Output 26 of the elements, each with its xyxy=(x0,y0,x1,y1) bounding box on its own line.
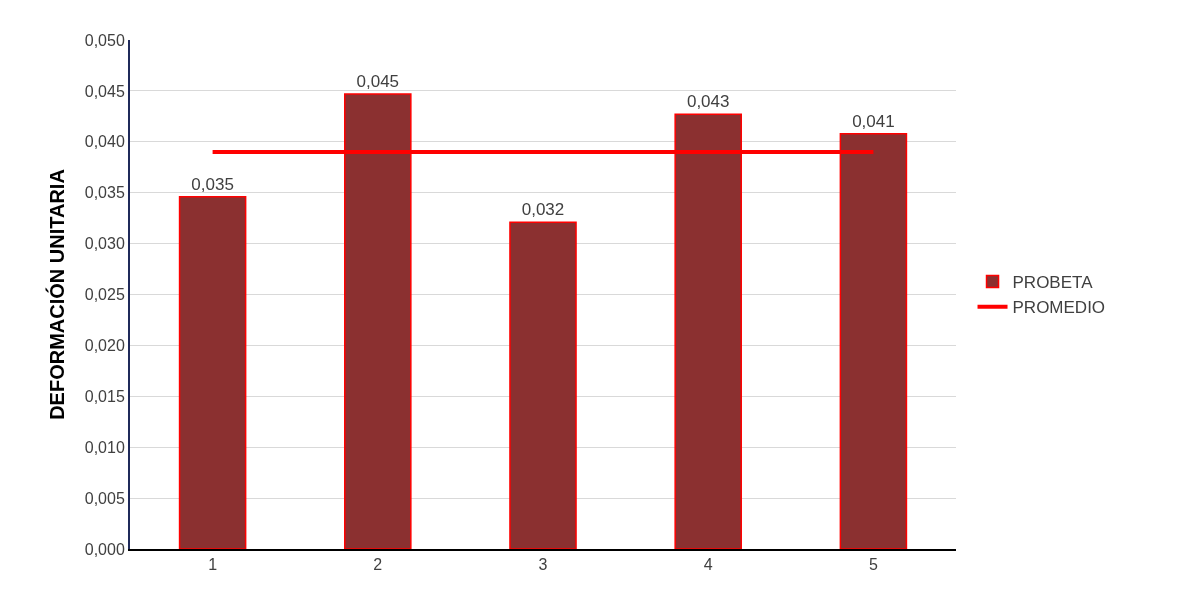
y-tick-label: 0,010 xyxy=(84,438,125,456)
x-tick-label: 4 xyxy=(703,556,713,574)
y-tick-label: 0,035 xyxy=(84,184,125,202)
x-tick-label: 5 xyxy=(868,556,878,574)
y-tick-label: 0,015 xyxy=(84,387,125,405)
data-label: 0,041 xyxy=(852,111,895,131)
data-label: 0,035 xyxy=(191,174,234,194)
data-label: 0,045 xyxy=(356,71,400,91)
data-label: 0,032 xyxy=(521,200,565,220)
bar xyxy=(178,196,247,549)
y-tick-label: 0,030 xyxy=(84,235,125,253)
x-tick-label: 2 xyxy=(373,556,383,574)
x-tick-label: 3 xyxy=(538,556,548,574)
y-tick-label: 0,025 xyxy=(84,286,125,304)
data-label: 0,043 xyxy=(686,92,730,112)
x-tick-label: 1 xyxy=(208,556,218,574)
legend-label: PROBETA xyxy=(1012,273,1094,293)
y-tick-label: 0,020 xyxy=(84,337,125,354)
y-tick-label: 0,005 xyxy=(84,489,125,507)
legend-label: PROMEDIO xyxy=(1012,298,1106,318)
y-tick-label: 0,045 xyxy=(84,82,125,100)
y-tick-label: 0,040 xyxy=(84,133,125,151)
y-tick-label: 0,050 xyxy=(84,31,125,49)
bar xyxy=(509,221,577,549)
y-axis-title: DEFORMACIÓN UNITARIA xyxy=(44,169,68,420)
y-tick-label: 0,000 xyxy=(84,540,125,558)
